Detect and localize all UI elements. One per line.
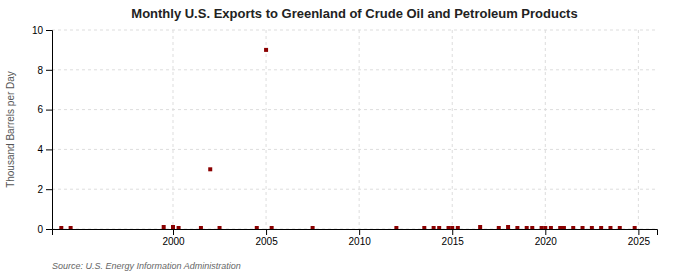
point — [450, 226, 454, 229]
x-tick-mark — [266, 229, 267, 235]
x-tick: 2025 — [628, 229, 651, 247]
point — [264, 48, 268, 52]
y-tick-label: 0 — [37, 224, 43, 235]
grid-line-y — [52, 149, 657, 150]
x-tick-label: 2000 — [162, 236, 185, 247]
point — [394, 226, 398, 229]
y-tick-mark — [46, 229, 52, 230]
point — [540, 226, 544, 229]
grid-line-x — [452, 30, 453, 229]
grid-line-y — [52, 109, 657, 110]
point — [456, 226, 460, 229]
point — [506, 225, 510, 229]
grid-line-x — [266, 30, 267, 229]
y-tick-mark — [46, 110, 52, 111]
point — [590, 226, 594, 229]
grid-line-x — [638, 30, 639, 229]
point — [530, 226, 534, 229]
point — [447, 226, 451, 229]
point — [218, 226, 222, 229]
x-axis: 2000 2005 2010 2015 2020 2025 — [53, 229, 658, 247]
plot-area: 2000 2005 2010 2015 2020 2025 0 2 4 6 8 10 — [32, 25, 658, 247]
point — [478, 225, 482, 229]
point — [59, 226, 63, 229]
x-tick-mark — [638, 229, 639, 235]
point — [199, 226, 203, 229]
grid-line-y — [52, 189, 657, 190]
point — [69, 226, 73, 229]
point — [311, 226, 315, 229]
x-tick-mark — [545, 229, 546, 235]
y-axis: 0 2 4 6 8 10 — [32, 25, 53, 235]
x-axis-line — [53, 230, 658, 236]
x-tick: 2015 — [442, 229, 465, 247]
x-tick: 2000 — [162, 229, 185, 247]
point — [633, 226, 637, 229]
point — [558, 226, 562, 229]
point — [581, 226, 585, 229]
x-tick-label: 2005 — [255, 236, 278, 247]
point — [432, 226, 436, 229]
point — [208, 167, 212, 171]
point — [562, 226, 566, 229]
y-tick-mark — [46, 30, 52, 31]
x-tick-label: 2015 — [442, 236, 465, 247]
x-tick: 2005 — [255, 229, 278, 247]
grid — [52, 30, 657, 229]
point — [608, 226, 612, 229]
point — [422, 226, 426, 229]
point — [515, 226, 519, 229]
y-tick-mark — [46, 149, 52, 150]
x-tick-mark — [173, 229, 174, 235]
points — [59, 48, 636, 229]
y-tick-label: 10 — [32, 25, 44, 36]
point — [618, 226, 622, 229]
y-tick-mark — [46, 189, 52, 190]
point — [171, 225, 175, 229]
y-tick: 2 — [37, 184, 52, 195]
y-tick-label: 6 — [37, 104, 43, 115]
x-tick-label: 2010 — [349, 236, 372, 247]
x-tick: 2020 — [535, 229, 558, 247]
point — [255, 226, 259, 229]
y-tick: 6 — [37, 104, 52, 115]
chart: 2000 2005 2010 2015 2020 2025 0 2 4 6 8 10 Monthly U… — [0, 0, 675, 275]
x-tick-mark — [452, 229, 453, 235]
x-tick-label: 2020 — [535, 236, 558, 247]
y-tick: 8 — [37, 65, 52, 76]
y-tick-mark — [46, 70, 52, 71]
point — [571, 226, 575, 229]
annotation: Source: U.S. Energy Information Administ… — [52, 261, 241, 271]
y-tick-label: 4 — [37, 144, 43, 155]
y-tick-label: 2 — [37, 184, 43, 195]
y-tick-label: 8 — [37, 65, 43, 76]
grid-line-y — [52, 30, 657, 31]
grid-line-y — [52, 69, 657, 70]
point — [177, 226, 181, 229]
x-tick-label: 2025 — [628, 236, 651, 247]
title: Monthly U.S. Exports to Greenland of Cru… — [131, 6, 577, 21]
y-tick: 4 — [37, 144, 52, 155]
point — [543, 226, 547, 229]
point — [270, 226, 274, 229]
point — [437, 226, 441, 229]
x-tick-mark — [359, 229, 360, 235]
grid-line-x — [359, 30, 360, 229]
point — [549, 226, 553, 229]
y-tick: 10 — [32, 25, 52, 36]
y-axis-line — [46, 31, 53, 230]
point — [497, 226, 501, 229]
x-tick: 2010 — [349, 229, 372, 247]
grid-line-x — [173, 30, 174, 229]
grid-line-x — [545, 30, 546, 229]
point — [525, 226, 529, 229]
y-axis-title: Thousand Barrels per Day — [5, 71, 16, 188]
y-tick: 0 — [37, 224, 52, 235]
point — [162, 225, 166, 229]
point — [599, 226, 603, 229]
